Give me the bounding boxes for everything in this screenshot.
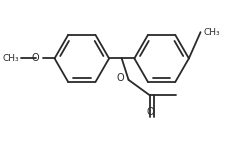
Text: O: O [146,107,154,117]
Text: O: O [31,53,39,63]
Text: CH₃: CH₃ [3,54,19,63]
Text: CH₃: CH₃ [203,28,220,37]
Text: O: O [117,73,124,83]
